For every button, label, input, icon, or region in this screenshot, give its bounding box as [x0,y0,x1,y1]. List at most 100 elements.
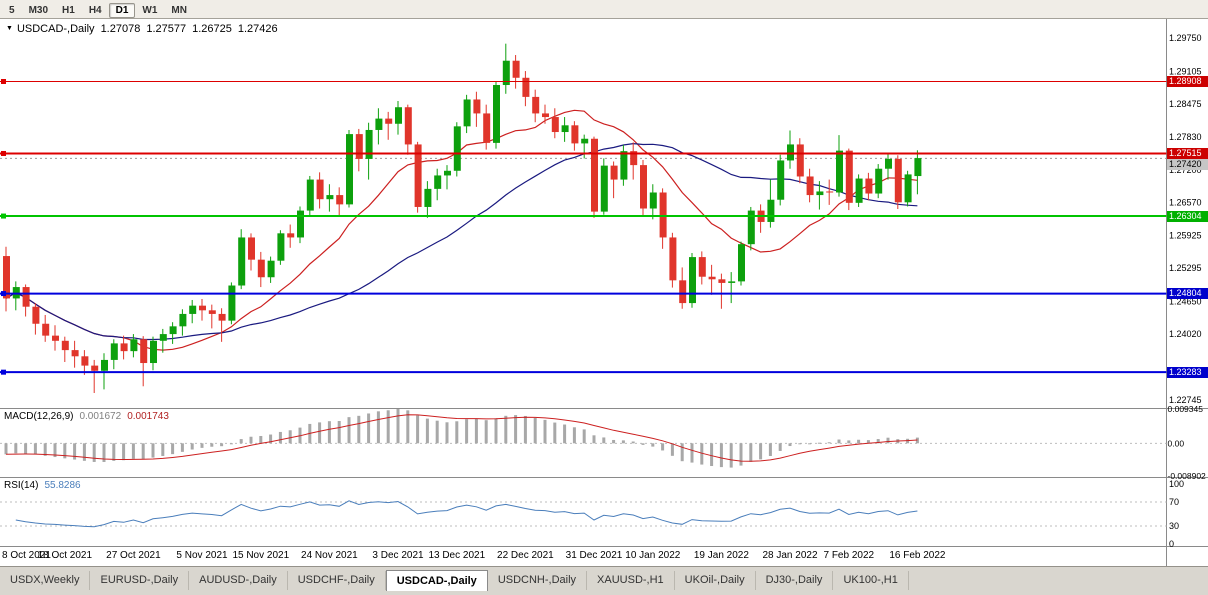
macd-bar [4,443,8,455]
tab-uk100-h1[interactable]: UK100-,H1 [833,571,909,590]
timeframe-button-h1[interactable]: H1 [62,5,75,16]
rsi-axis-label: 0 [1169,539,1174,549]
macd-bar [700,443,704,465]
macd-bar [102,443,106,462]
tab-usdx-weekly[interactable]: USDX,Weekly [0,571,91,590]
candle-body [150,340,157,364]
macd-bar [602,437,606,444]
collapse-chart-icon[interactable]: ▼ [6,25,13,32]
candle-body [483,113,491,143]
candle-body [875,168,883,194]
tab-dj30-daily[interactable]: DJ30-,Daily [756,571,834,590]
macd-signal-line [5,414,918,462]
hline-handle[interactable] [1,369,6,375]
candle-body [71,350,79,357]
candle-body [463,99,471,127]
ma-slow-line [5,142,918,341]
candle-body [669,237,677,281]
candle-body [199,305,206,311]
timeframe-button-h4[interactable]: H4 [88,5,102,16]
candle-body [836,150,843,193]
macd-bar [229,443,233,445]
candle-body [287,233,295,238]
macd-bar [396,409,400,444]
date-label: 16 Feb 2022 [889,550,946,561]
ma-fast-line [5,109,918,351]
rsi-line [15,500,918,528]
macd-bar [63,443,67,459]
candle-body [630,151,638,166]
timeframe-button-m30[interactable]: M30 [28,5,49,16]
macd-bar [866,440,870,444]
candle-body [806,176,814,196]
macd-bar [278,431,282,444]
date-label: 13 Dec 2021 [428,550,485,561]
hline-price-badge: 1.23283 [1167,366,1208,378]
tab-audusd-daily[interactable]: AUDUSD-,Daily [189,571,288,590]
candle-body [894,158,902,203]
macd-bar [798,443,802,445]
candle-body [395,107,402,124]
macd-bar [406,410,410,444]
timeframe-button-mn[interactable]: MN [171,5,187,16]
candle-body [522,77,530,97]
date-label: 7 Feb 2022 [823,550,874,561]
candle-body [228,285,236,321]
candle-body [865,178,873,194]
candle-body [42,323,50,336]
macd-bar [367,413,371,444]
macd-bar [386,410,390,444]
tab-eurusd-daily[interactable]: EURUSD-,Daily [90,571,190,590]
candle-body [728,281,736,283]
macd-bar [641,443,645,445]
candle-body [826,191,834,193]
tab-ukoil-daily[interactable]: UKOil-,Daily [675,571,756,590]
candle-body [414,144,422,207]
candle-body [600,165,608,212]
candle-body [316,179,324,200]
timeframe-button-5[interactable]: 5 [9,5,15,16]
tab-xauusd-h1[interactable]: XAUUSD-,H1 [587,571,675,590]
hline-handle[interactable] [1,213,6,219]
candle-body [845,150,853,203]
candle-body [22,287,30,307]
macd-bar [523,415,527,444]
date-label: 8 Oct 2021 [2,550,51,561]
hline-handle[interactable] [1,291,6,297]
candle-body [375,118,383,130]
candle-body [591,138,598,212]
symbol-timeframe-label: USDCAD-,Daily [16,23,95,35]
price-axis-label: 1.24650 [1169,297,1202,307]
macd-bar [435,420,439,444]
candle-body [355,134,363,159]
chart-title: ▼ USDCAD-,Daily 1.27078 1.27577 1.26725 1.274… [6,23,278,35]
candle-body [767,199,775,222]
candle-body [32,306,40,324]
timeframe-button-w1[interactable]: W1 [142,5,158,16]
macd-bar [827,442,831,444]
macd-bar [249,436,253,444]
hline-handle[interactable] [1,78,6,84]
rsi-label: RSI(14) [4,480,39,491]
timeframe-button-d1[interactable]: D1 [108,3,136,18]
price-axis-label: 1.25295 [1169,263,1202,273]
rsi-axis-label: 100 [1169,479,1184,489]
macd-bar [82,443,86,461]
macd-bar [474,418,478,444]
macd-indicator-title: MACD(12,26,9) 0.001672 0.001743 [4,411,169,422]
macd-bar [53,443,57,458]
price-axis-label: 1.29105 [1169,66,1202,76]
macd-bar [533,417,537,444]
tab-usdcad-daily[interactable]: USDCAD-,Daily [385,570,488,591]
macd-bar [778,443,782,451]
price-axis-label: 1.25925 [1169,231,1202,241]
candle-body [532,96,540,114]
candle-body [385,118,393,124]
candle-body [179,313,187,327]
macd-bar [180,443,184,452]
tab-usdcnh-daily[interactable]: USDCNH-,Daily [488,571,588,590]
tab-usdchf-daily[interactable]: USDCHF-,Daily [288,571,386,590]
hline-handle[interactable] [1,150,6,156]
hline-price-badge: 1.24804 [1167,288,1208,300]
